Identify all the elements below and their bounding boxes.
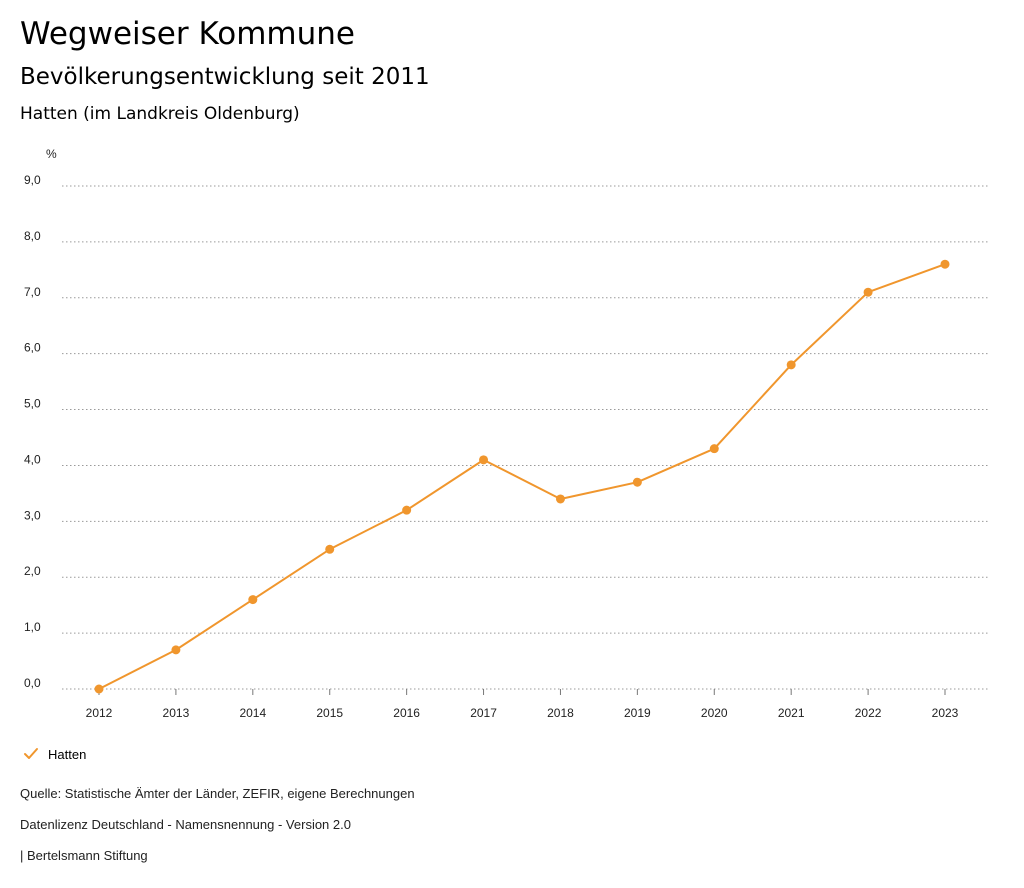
y-tick-label: 2,0: [24, 564, 41, 578]
data-point[interactable]: [171, 645, 181, 655]
data-point[interactable]: [402, 505, 412, 515]
x-tick-label: 2013: [163, 706, 190, 720]
data-point[interactable]: [555, 494, 565, 504]
x-tick-label: 2021: [778, 706, 805, 720]
data-point[interactable]: [709, 444, 719, 454]
x-tick-label: 2023: [932, 706, 959, 720]
chart-subtitle: Bevölkerungsentwicklung seit 2011: [20, 64, 430, 90]
y-tick-label: 1,0: [24, 620, 41, 634]
x-tick-label: 2020: [701, 706, 728, 720]
y-tick-label: 0,0: [24, 676, 41, 690]
data-point[interactable]: [325, 544, 335, 554]
series-line-hatten: [98, 263, 946, 690]
y-tick-label: 6,0: [24, 341, 41, 355]
legend-item-label: Hatten: [48, 746, 87, 762]
y-tick-label: 4,0: [24, 452, 41, 466]
x-tick-label: 2022: [855, 706, 882, 720]
x-tick-label: 2017: [470, 706, 497, 720]
x-tick-label: 2019: [624, 706, 651, 720]
y-tick-label: 3,0: [24, 508, 41, 522]
x-axis-ticks: 2012 2013 2014 2015 2016 2017 2018 2019 2020 2021…: [86, 689, 959, 720]
line-chart: % 0,01,02,03,04,05,06,07,08,09,0 2012 201…: [24, 147, 990, 720]
grid-lines: [62, 185, 990, 690]
data-point[interactable]: [248, 595, 258, 605]
data-point[interactable]: [94, 684, 104, 694]
data-point[interactable]: [940, 259, 950, 269]
data-point[interactable]: [479, 455, 489, 465]
legend[interactable]: Hatten: [22, 745, 86, 763]
x-tick-label: 2015: [316, 706, 343, 720]
x-tick-label: 2018: [547, 706, 574, 720]
y-axis-ticks: 0,0 1,0 2,0 3,0 4,0 5,0 6,0 7,0 8,0 9,0: [24, 173, 41, 690]
y-tick-label: 8,0: [24, 229, 41, 243]
data-point[interactable]: [786, 360, 796, 370]
region-title: Hatten (im Landkreis Oldenburg): [20, 104, 300, 124]
y-tick-label: 9,0: [24, 173, 41, 187]
source-note: Quelle: Statistische Ämter der Länder, Z…: [20, 786, 415, 801]
series-layer: [94, 259, 950, 694]
publisher-note: | Bertelsmann Stiftung: [20, 848, 148, 863]
x-tick-label: 2012: [86, 706, 113, 720]
x-tick-label: 2014: [239, 706, 266, 720]
data-point[interactable]: [632, 477, 642, 487]
x-tick-label: 2016: [393, 706, 420, 720]
license-note: Datenlizenz Deutschland - Namensnennung …: [20, 817, 351, 832]
page-title: Wegweiser Kommune: [20, 16, 355, 52]
y-tick-label: 5,0: [24, 397, 41, 411]
y-axis-unit-label: %: [46, 147, 57, 161]
check-icon: [24, 748, 38, 759]
data-point[interactable]: [863, 287, 873, 297]
y-tick-label: 7,0: [24, 285, 41, 299]
